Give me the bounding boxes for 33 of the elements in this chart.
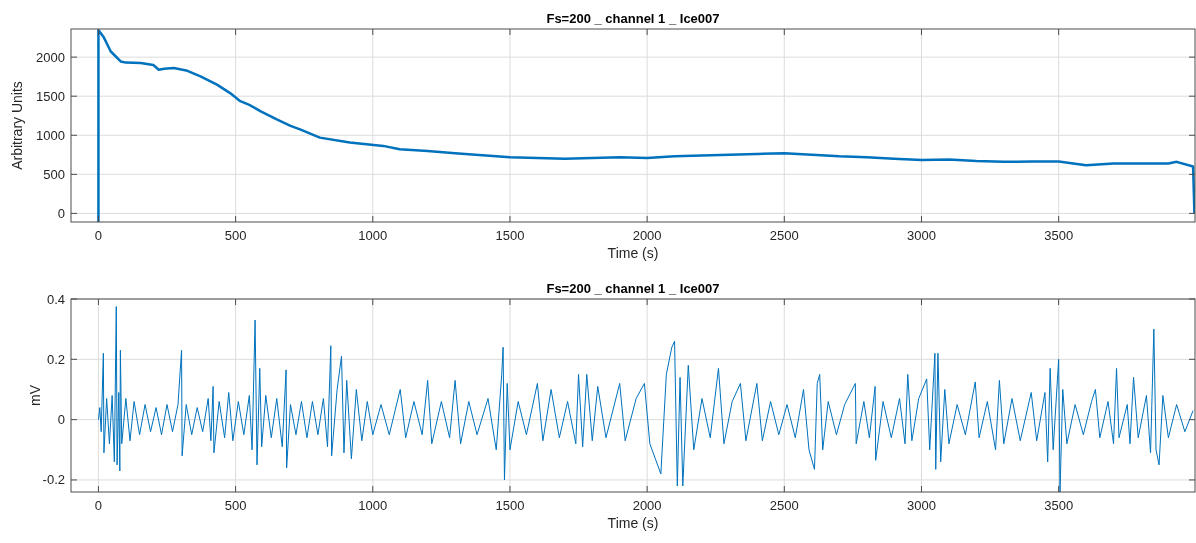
x-tick-label: 3500 xyxy=(1044,498,1074,513)
x-tick-label: 1000 xyxy=(358,228,388,243)
chart-title: Fs=200 _ channel 1 _ Ice007 xyxy=(546,281,720,296)
x-tick-label: 2500 xyxy=(769,228,799,243)
x-tick-label: 2000 xyxy=(632,498,662,513)
x-tick-label: 2000 xyxy=(632,228,662,243)
x-tick-label: 500 xyxy=(224,228,247,243)
x-tick-label: 0 xyxy=(94,498,103,513)
x-tick-label: 3000 xyxy=(907,228,936,243)
y-tick-label: 1500 xyxy=(36,88,65,104)
y-tick-label: -0.2 xyxy=(42,472,65,488)
line-series xyxy=(97,29,1195,222)
y-tick-label: 0.4 xyxy=(46,291,65,307)
x-axis-title: Time (s) xyxy=(607,515,659,531)
x-tick-label: 1500 xyxy=(495,498,525,513)
y-axis-title: Arbitrary Units xyxy=(9,81,25,170)
y-axis-title: mV xyxy=(27,384,43,406)
x-tick-label: 0 xyxy=(94,228,103,243)
y-tick-label: 1000 xyxy=(36,127,65,143)
x-axis-title: Time (s) xyxy=(607,245,659,261)
y-tick-label: 0 xyxy=(57,412,65,428)
x-tick-label: 500 xyxy=(224,498,247,513)
y-tick-label: 0.2 xyxy=(46,351,65,367)
y-tick-label: 500 xyxy=(43,166,65,182)
x-tick-label: 1000 xyxy=(358,498,388,513)
line-series xyxy=(97,306,1194,492)
y-tick-label: 0 xyxy=(57,205,65,221)
x-tick-label: 1500 xyxy=(495,228,525,243)
x-tick-label: 2500 xyxy=(769,498,799,513)
x-tick-label: 3500 xyxy=(1044,228,1074,243)
x-tick-label: 3000 xyxy=(907,498,936,513)
y-tick-label: 2000 xyxy=(36,49,65,65)
chart-title: Fs=200 _ channel 1 _ Ice007 xyxy=(546,11,720,26)
